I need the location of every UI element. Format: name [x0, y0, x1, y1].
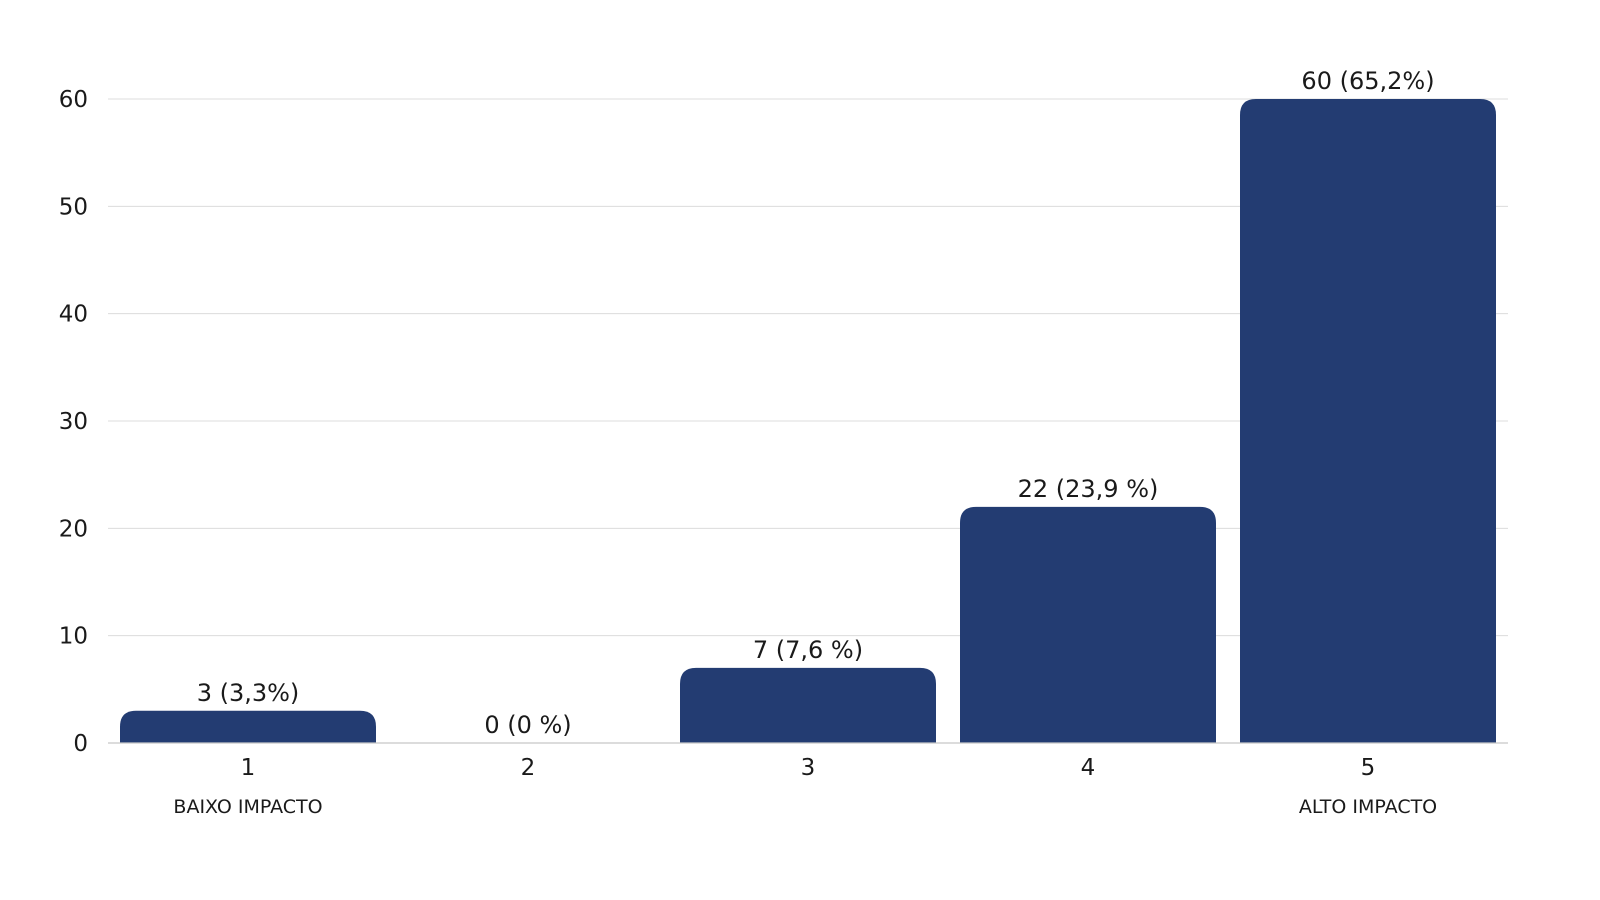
x-tick-label-1: 1	[241, 755, 256, 781]
y-tick-label: 40	[59, 302, 88, 328]
y-tick-label: 30	[59, 409, 88, 435]
bars	[120, 99, 1496, 743]
data-label-4: 22 (23,9 %)	[1018, 475, 1159, 503]
bar-4	[960, 506, 1216, 743]
bar-3	[680, 667, 936, 743]
bar-5	[1240, 99, 1496, 743]
x-tick-label-3: 3	[801, 755, 816, 781]
data-label-2: 0 (0 %)	[484, 711, 571, 739]
y-tick-label: 50	[59, 194, 88, 220]
bar-1	[120, 710, 376, 743]
category-sublabel-1: BAIXO IMPACTO	[173, 796, 322, 818]
y-tick-label: 20	[59, 516, 88, 542]
x-tick-label-2: 2	[521, 755, 536, 781]
labels: 0 10 20 30 40 50 60 3 (3,3%) 1 BAIXO IMPACTO 0 (0 …	[59, 67, 1437, 818]
y-tick-label: 60	[59, 87, 88, 113]
x-tick-label-4: 4	[1081, 755, 1096, 781]
data-label-1: 3 (3,3%)	[197, 679, 300, 707]
y-tick-label: 0	[73, 731, 88, 757]
x-tick-label-5: 5	[1361, 755, 1376, 781]
category-sublabel-5: ALTO IMPACTO	[1299, 796, 1437, 818]
y-tick-label: 10	[59, 624, 88, 650]
data-label-3: 7 (7,6 %)	[753, 636, 863, 664]
data-label-5: 60 (65,2%)	[1301, 67, 1434, 95]
